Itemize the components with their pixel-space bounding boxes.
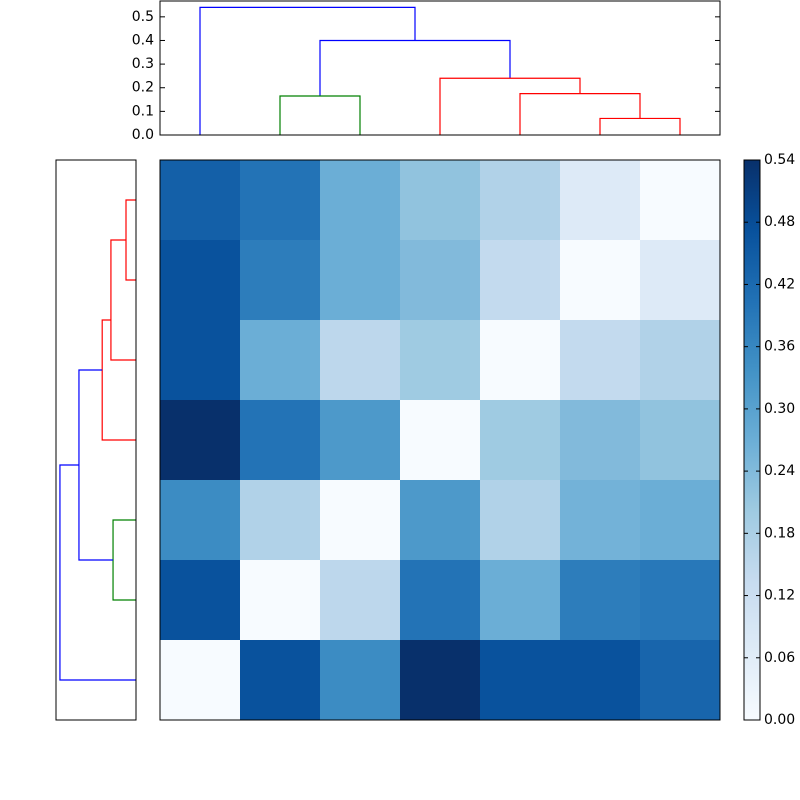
heatmap-cell [240,240,321,321]
heatmap-cell [560,240,641,321]
heatmap-cell [320,160,401,241]
heatmap-cell [160,640,241,721]
colorbar-tick-label: 0.42 [764,276,795,292]
dendrogram-link [59,464,136,681]
colorbar-tick-label: 0.54 [764,152,795,168]
heatmap-cell [560,400,641,481]
heatmap-cell [640,320,721,401]
heatmap-cell [240,320,321,401]
dendrogram-link [101,319,136,441]
dendrogram-link [279,95,361,135]
heatmap-cell [160,240,241,321]
colorbar-tick-label: 0.18 [764,525,795,541]
heatmap-cell [240,160,321,241]
y-tick-label: 0.0 [132,127,154,143]
heatmap-cell [400,240,481,321]
plot-layer: 0.00 0.06 0.12 0.18 0.24 0.30 0.36 0.42 0.48 0.54… [55,0,795,728]
heatmap-cell [640,240,721,321]
heatmap-cell [400,560,481,641]
heatmap-cell [480,320,561,401]
dendrogram-link [439,77,581,135]
y-tick-label: 0.1 [132,103,154,119]
y-tick-label: 0.2 [132,80,154,96]
heatmap-cell [320,480,401,561]
dendrogram-link [78,369,114,561]
heatmap-cell [400,480,481,561]
colorbar-tick-label: 0.48 [764,214,795,230]
heatmap-cell [400,400,481,481]
heatmap-cell [320,400,401,481]
heatmap-cell [240,480,321,561]
heatmap-cell [560,640,641,721]
heatmap-cell [640,560,721,641]
colorbar [744,160,760,720]
heatmap-cell [560,320,641,401]
heatmap-cell [160,480,241,561]
heatmap-frame [159,159,721,721]
heatmap-cell [480,560,561,641]
heatmap-cell [480,160,561,241]
colorbar-frame [743,159,761,721]
dendrogram-link [110,239,136,361]
heatmap-cell [480,480,561,561]
dendrogram-link [125,199,136,281]
heatmap-cell [160,400,241,481]
colorbar-tick-label: 0.00 [764,712,795,728]
heatmap-cell [480,640,561,721]
colorbar-tick-label: 0.12 [764,588,795,604]
heatmap-cell [560,160,641,241]
heatmap-cell [320,240,401,321]
heatmap-cell [160,320,241,401]
heatmap-cell [160,560,241,641]
colorbar-tick-label: 0.24 [764,463,795,479]
heatmap-cell [400,320,481,401]
dendrogram-link [319,39,511,97]
heatmap-cell [640,480,721,561]
dendrogram-frame [55,159,137,721]
heatmap-cell [240,560,321,641]
dendrogram-link [199,6,416,135]
heatmap-cell [640,400,721,481]
heatmap-cell [560,480,641,561]
heatmap-cell [400,640,481,721]
dendrogram-frame [159,0,721,136]
dendrogram-link [519,93,641,135]
dendrogram-link [112,519,136,601]
colorbar-tick-label: 0.06 [764,650,795,666]
heatmap-cell [640,160,721,241]
heatmap-cell [240,400,321,481]
y-tick-label: 0.5 [132,9,154,25]
colorbar-tick-label: 0.30 [764,401,795,417]
y-tick-label: 0.3 [132,56,154,72]
heatmap-cell [480,240,561,321]
heatmap-cell [480,400,561,481]
heatmap-cell [160,160,241,241]
heatmap-cell [320,560,401,641]
heatmap-cell [560,560,641,641]
dendrogram-link [599,117,681,135]
heatmap-cell [320,640,401,721]
heatmap-cell [400,160,481,241]
heatmap-cell [240,640,321,721]
heatmap-cell [640,640,721,721]
y-tick-label: 0.4 [132,32,154,48]
colorbar-tick-label: 0.36 [764,339,795,355]
heatmap-cell [320,320,401,401]
